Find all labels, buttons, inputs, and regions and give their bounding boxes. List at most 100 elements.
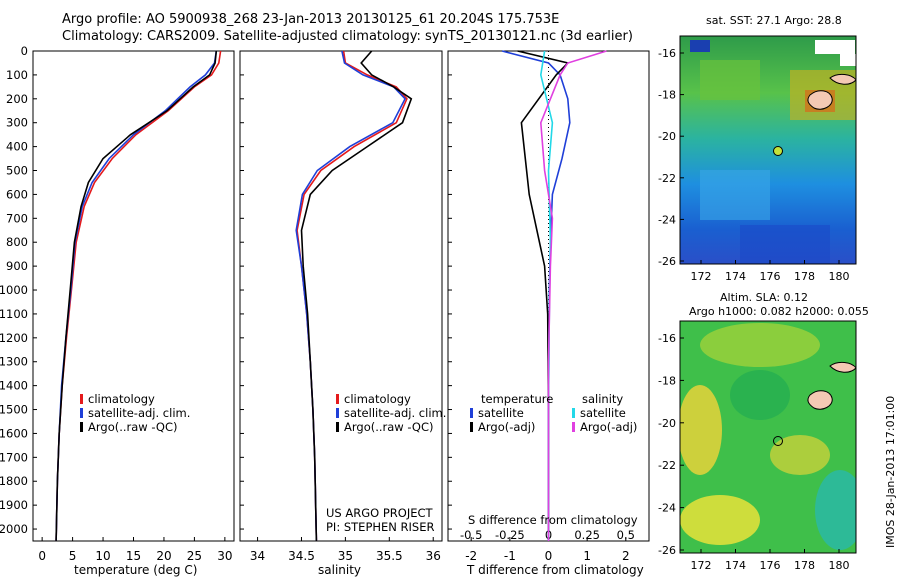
temp-legend-clim: climatology xyxy=(80,392,155,406)
top-tick-label: -0.25 xyxy=(495,528,525,542)
temperature-xlabel: temperature (deg C) xyxy=(74,563,198,577)
depth-tick-label: 300 xyxy=(6,116,28,130)
depth-tick-label: 500 xyxy=(6,164,28,178)
profile-title: Argo profile: AO 5900938_268 23-Jan-2013… xyxy=(62,12,560,27)
sst-map xyxy=(680,36,856,264)
x-tick-label: -2 xyxy=(465,549,477,563)
depth-tick-label: 900 xyxy=(6,259,28,273)
sal-legend-sat: satellite-adj. clim. xyxy=(336,406,446,420)
project-annotation: US ARGO PROJECT xyxy=(326,506,433,520)
pi-annotation: PI: STEPHEN RISER xyxy=(326,520,435,534)
difference-xlabel-top: S difference from climatology xyxy=(468,513,638,527)
map-y-tick-label: -18 xyxy=(658,89,676,102)
sst-map-frame xyxy=(679,35,857,265)
x-tick-label: 34 xyxy=(250,549,265,563)
x-tick-label: 30 xyxy=(217,549,232,563)
series-satellite-adj-clim xyxy=(295,50,407,542)
depth-tick-label: 1000 xyxy=(0,283,28,297)
temp-legend-sat: satellite-adj. clim. xyxy=(80,406,190,420)
diff-legend-sal-header: salinity xyxy=(582,392,624,406)
map-y-tick-label: -26 xyxy=(658,544,676,557)
map-y-tick-label: -20 xyxy=(658,417,676,430)
depth-tick-label: 600 xyxy=(6,187,28,201)
depth-tick-label: 800 xyxy=(6,235,28,249)
legend-swatch-blue xyxy=(80,408,83,418)
map-x-tick-label: 176 xyxy=(760,270,781,283)
x-tick-label: 25 xyxy=(187,549,202,563)
x-tick-label: 35 xyxy=(338,549,353,563)
legend-label: satellite-adj. clim. xyxy=(88,406,191,420)
map-y-tick-label: -24 xyxy=(658,213,676,226)
difference-xlabel: T difference from climatology xyxy=(467,563,644,577)
map-y-tick-label: -22 xyxy=(658,459,676,472)
legend-swatch-cyan xyxy=(572,408,575,418)
depth-tick-label: 1700 xyxy=(0,450,28,464)
salinity-panel xyxy=(239,50,443,542)
x-tick-label: 15 xyxy=(126,549,141,563)
depth-tick-label: 1800 xyxy=(0,474,28,488)
sla-map-frame xyxy=(679,320,857,554)
sal-legend-clim: climatology xyxy=(336,392,411,406)
top-tick-label: 0.25 xyxy=(574,528,600,542)
top-tick-label: -0.5 xyxy=(460,528,482,542)
diff-legend-temp-header: temperature xyxy=(481,392,554,406)
depth-tick-label: 1300 xyxy=(0,355,28,369)
x-tick-label: 5 xyxy=(69,549,77,563)
x-tick-label: 35.5 xyxy=(376,549,403,563)
diff-legend-temp-sat: satellite xyxy=(470,406,524,420)
map-x-tick-label: 178 xyxy=(794,270,815,283)
legend-label: Argo(-adj) xyxy=(580,420,638,434)
diff-legend-temp-argo: Argo(-adj) xyxy=(470,420,535,434)
sla-map-title-2: Argo h1000: 0.082 h2000: 0.055 xyxy=(689,305,869,318)
x-tick-label: 1 xyxy=(583,549,591,563)
depth-tick-label: 1500 xyxy=(0,403,28,417)
depth-tick-label: 1200 xyxy=(0,331,28,345)
legend-label: Argo(-adj) xyxy=(478,420,536,434)
sla-map xyxy=(680,321,856,553)
map-y-tick-label: -18 xyxy=(658,374,676,387)
depth-tick-label: 400 xyxy=(6,140,28,154)
map-x-tick-label: 180 xyxy=(829,559,850,572)
legend-swatch-red xyxy=(336,394,339,404)
map-y-tick-label: -16 xyxy=(658,332,676,345)
legend-label: satellite-adj. clim. xyxy=(344,406,447,420)
x-tick-label: 0 xyxy=(545,549,553,563)
climatology-title: Climatology: CARS2009. Satellite-adjuste… xyxy=(62,29,633,44)
legend-label: Argo(..raw -QC) xyxy=(344,420,434,434)
legend-label: Argo(..raw -QC) xyxy=(88,420,178,434)
series-temperature-satellite xyxy=(501,50,571,541)
map-x-tick-label: 178 xyxy=(794,559,815,572)
depth-tick-label: 1600 xyxy=(0,426,28,440)
legend-swatch-black xyxy=(80,422,83,432)
imos-timestamp: IMOS 28-Jan-2013 17:01:00 xyxy=(884,395,897,548)
temperature-panel xyxy=(32,50,235,542)
map-y-tick-label: -16 xyxy=(658,47,676,60)
sal-legend-argo: Argo(..raw -QC) xyxy=(336,420,434,434)
map-x-tick-label: 172 xyxy=(691,559,712,572)
depth-tick-label: 1900 xyxy=(0,498,28,512)
salinity-xlabel: salinity xyxy=(318,563,362,577)
series-salinity-argo-adj xyxy=(539,50,607,541)
x-tick-label: 2 xyxy=(622,549,630,563)
depth-tick-label: 700 xyxy=(6,211,28,225)
series-climatology xyxy=(55,50,222,542)
map-x-tick-label: 174 xyxy=(725,270,746,283)
legend-swatch-blue xyxy=(470,408,473,418)
legend-label: satellite xyxy=(580,406,626,420)
legend-swatch-blue xyxy=(336,408,339,418)
top-tick-label: 0.5 xyxy=(617,528,635,542)
depth-tick-label: 1400 xyxy=(0,379,28,393)
sst-map-title: sat. SST: 27.1 Argo: 28.8 xyxy=(706,14,842,27)
map-x-tick-label: 176 xyxy=(760,559,781,572)
legend-label: climatology xyxy=(344,392,411,406)
x-tick-label: 34.5 xyxy=(288,549,315,563)
depth-tick-label: 200 xyxy=(6,92,28,106)
map-y-tick-label: -22 xyxy=(658,172,676,185)
map-x-tick-label: 172 xyxy=(691,270,712,283)
legend-swatch-black xyxy=(470,422,473,432)
legend-label: climatology xyxy=(88,392,155,406)
map-y-tick-label: -24 xyxy=(658,502,676,515)
x-tick-label: 20 xyxy=(156,549,171,563)
x-tick-label: 10 xyxy=(95,549,110,563)
